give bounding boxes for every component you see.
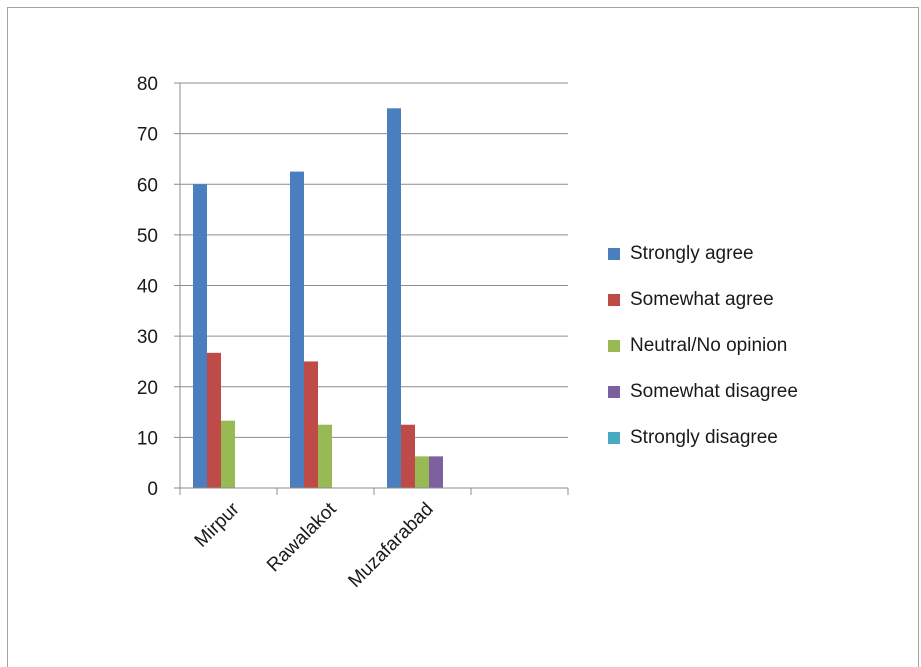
y-tick-label-70: 70 bbox=[137, 125, 158, 146]
legend-label-somewhat-disagree: Somewhat disagree bbox=[630, 381, 798, 402]
legend-swatch-somewhat-agree bbox=[608, 294, 620, 306]
y-tick-label-80: 80 bbox=[137, 74, 158, 95]
legend-swatch-somewhat-disagree bbox=[608, 386, 620, 398]
bar-somewhat-agree-rawalakot bbox=[304, 361, 318, 488]
legend-label-somewhat-agree: Somewhat agree bbox=[630, 289, 774, 310]
bar-neutral-no-opinion-mirpur bbox=[221, 420, 235, 488]
x-category-label-muzafarabad: Muzafarabad bbox=[344, 499, 437, 592]
bar-strongly-agree-muzafarabad bbox=[387, 108, 401, 488]
y-tick-label-40: 40 bbox=[137, 277, 158, 298]
bar-neutral-no-opinion-muzafarabad bbox=[415, 456, 429, 488]
legend-swatch-strongly-disagree bbox=[608, 432, 620, 444]
chart-frame bbox=[7, 7, 919, 667]
y-tick-label-20: 20 bbox=[137, 378, 158, 399]
x-category-label-rawalakot: Rawalakot bbox=[263, 498, 341, 576]
legend-label-neutral-no-opinion: Neutral/No opinion bbox=[630, 335, 787, 356]
y-tick-label-10: 10 bbox=[137, 428, 158, 449]
y-tick-label-30: 30 bbox=[137, 327, 158, 348]
bars bbox=[193, 108, 443, 488]
legend-label-strongly-agree: Strongly agree bbox=[630, 243, 754, 264]
legend-label-strongly-disagree: Strongly disagree bbox=[630, 427, 778, 448]
y-tick-label-0: 0 bbox=[147, 479, 158, 500]
bar-somewhat-agree-muzafarabad bbox=[401, 424, 415, 488]
legend-swatch-neutral-no-opinion bbox=[608, 340, 620, 352]
y-tick-label-60: 60 bbox=[137, 175, 158, 196]
bar-chart: 0 10 20 30 40 50 60 70 80 Mirpur Rawalakot Muzafara… bbox=[137, 74, 798, 592]
x-category-label-mirpur: Mirpur bbox=[191, 498, 244, 551]
bar-strongly-agree-mirpur bbox=[193, 184, 207, 488]
gridlines bbox=[180, 82, 568, 438]
y-tick-label-50: 50 bbox=[137, 226, 158, 247]
legend: Strongly agree Somewhat agree Neutral/No o… bbox=[608, 243, 798, 448]
bar-somewhat-disagree-muzafarabad bbox=[429, 456, 443, 488]
bar-somewhat-agree-mirpur bbox=[207, 352, 221, 488]
legend-swatch-strongly-agree bbox=[608, 248, 620, 260]
bar-neutral-no-opinion-rawalakot bbox=[318, 424, 332, 488]
bar-strongly-agree-rawalakot bbox=[290, 171, 304, 488]
